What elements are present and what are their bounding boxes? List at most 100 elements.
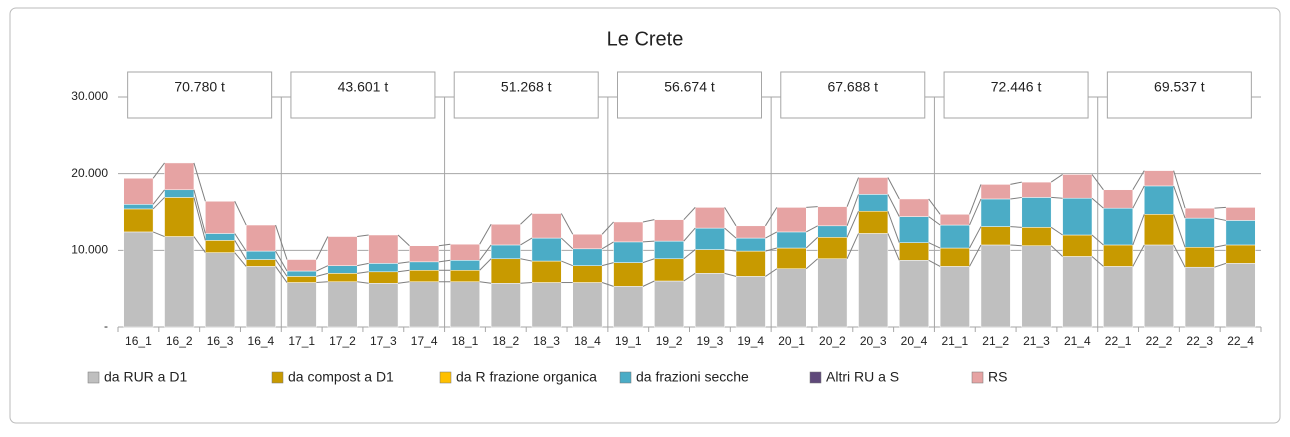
bar-segment <box>980 244 1011 328</box>
x-tick-label: 17_3 <box>370 334 397 348</box>
bar-segment <box>245 224 276 252</box>
bar-segment <box>368 263 399 273</box>
series-line <box>1010 196 1022 200</box>
bar-segment <box>1062 234 1093 257</box>
legend-label: da R frazione organica <box>456 369 597 385</box>
bar-segment <box>164 189 195 198</box>
bar-segment <box>1184 207 1215 219</box>
bar-segment <box>531 213 562 239</box>
x-tick-label: 17_4 <box>411 334 438 348</box>
series-line <box>969 198 982 226</box>
series-line <box>887 177 900 200</box>
series-line <box>234 252 247 267</box>
series-line <box>1214 206 1226 209</box>
annotation: 43.601 t <box>338 79 389 95</box>
annotation-box <box>617 71 762 119</box>
series-line <box>152 231 165 237</box>
bar-segment <box>450 260 480 271</box>
bar-segment <box>694 273 725 328</box>
series-line <box>765 207 778 227</box>
x-tick-label: 18_1 <box>452 334 479 348</box>
x-tick-label: 20_2 <box>819 334 846 348</box>
series-line <box>724 272 737 277</box>
bar-segment <box>613 221 644 243</box>
series-line <box>846 233 859 259</box>
series-line <box>1173 185 1186 219</box>
y-tick-label: 10.000 <box>71 243 108 257</box>
series-line <box>1050 226 1063 236</box>
annotation-box <box>453 71 599 119</box>
bar-segment <box>490 283 521 328</box>
bar-segment <box>368 271 399 284</box>
x-tick-label: 18_4 <box>574 334 601 348</box>
bar-segment <box>654 280 685 328</box>
bar-segment <box>1225 207 1256 221</box>
bar-segment <box>450 243 480 261</box>
series-line <box>193 197 206 241</box>
bar-segment <box>1103 207 1134 246</box>
bar-segment <box>164 236 195 328</box>
series-line <box>1010 181 1022 185</box>
series-line <box>928 259 941 267</box>
series-line <box>1173 244 1186 268</box>
bar-segment <box>1225 220 1256 246</box>
bar-segment <box>1184 217 1215 248</box>
series-line <box>724 227 737 239</box>
bar-segment <box>1021 197 1052 228</box>
series-line <box>642 219 655 223</box>
bar-segment <box>327 273 358 283</box>
bar-segment <box>776 247 807 269</box>
bar-segment <box>1225 244 1256 264</box>
series-line <box>397 261 410 264</box>
bar-segment <box>939 214 970 226</box>
bar-segment <box>490 224 521 246</box>
bar-segment <box>1062 197 1093 236</box>
series-line <box>315 236 329 260</box>
series-line <box>560 213 574 235</box>
bar-segment <box>1144 170 1174 187</box>
series-line <box>683 272 696 282</box>
series-line <box>520 213 533 225</box>
bar-segment <box>490 244 521 260</box>
legend-label: da compost a D1 <box>288 369 394 385</box>
x-tick-label: 21_1 <box>941 334 968 348</box>
series-line <box>520 282 532 284</box>
bar-segment <box>939 224 970 249</box>
series-line <box>642 240 655 243</box>
bar-segment <box>1103 266 1134 328</box>
series-line <box>969 184 982 215</box>
bar-segment <box>1062 174 1093 199</box>
series-line <box>887 194 900 217</box>
bar-segment <box>409 245 440 263</box>
bar-segment <box>735 237 766 252</box>
series-line <box>601 282 614 287</box>
annotation-box <box>290 71 436 119</box>
bar-segment <box>776 207 807 233</box>
bar-segment <box>817 206 848 227</box>
bar-segment <box>327 265 358 274</box>
series-line <box>479 258 492 271</box>
bar-segment <box>1021 181 1052 198</box>
annotation: 56.674 t <box>664 79 715 95</box>
series-line <box>1050 245 1063 257</box>
bar-segment <box>531 260 562 283</box>
bar-segment <box>572 265 603 283</box>
bar-segment <box>409 261 440 271</box>
series-line <box>1132 244 1145 267</box>
bar-segment <box>245 250 276 260</box>
series-line <box>1132 170 1145 191</box>
series-line <box>642 258 655 264</box>
bar-segment <box>531 237 562 262</box>
bar-segment <box>1021 227 1052 246</box>
bar-segment <box>1184 247 1215 268</box>
bar-segment <box>572 282 603 328</box>
annotation-box <box>943 71 1089 119</box>
series-line <box>1051 196 1063 199</box>
bar-segment <box>899 216 929 243</box>
bar-segment <box>490 258 521 284</box>
x-tick-label: 19_3 <box>697 334 724 348</box>
x-tick-label: 20_1 <box>778 334 805 348</box>
series-line <box>846 194 859 226</box>
series-line <box>275 259 288 277</box>
